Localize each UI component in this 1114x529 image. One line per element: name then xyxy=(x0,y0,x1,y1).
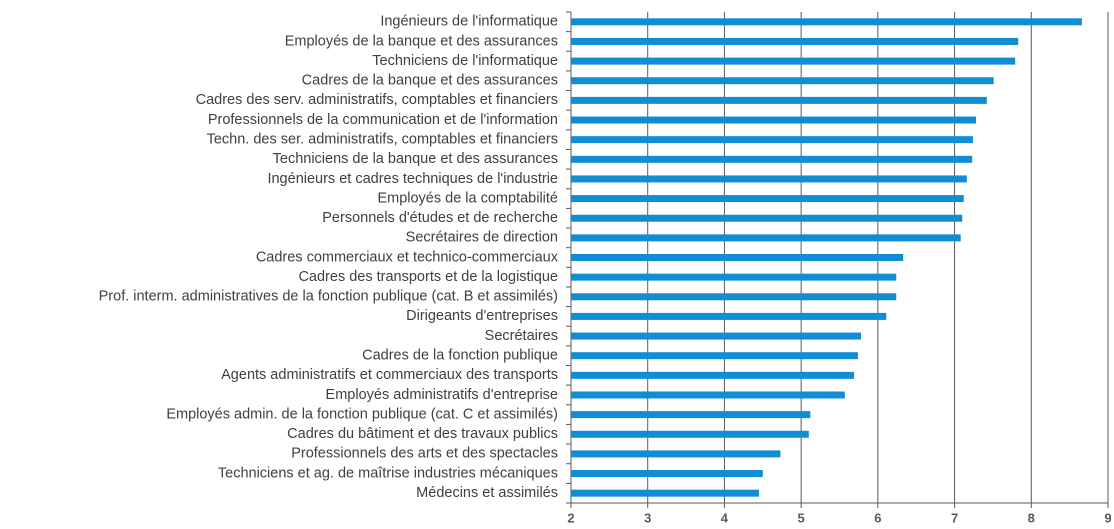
x-tick-label: 3 xyxy=(644,510,651,525)
y-tick-label: Cadres de la fonction publique xyxy=(362,348,558,364)
x-tick-label: 8 xyxy=(1028,510,1035,525)
y-tick-label: Employés administratifs d'entreprise xyxy=(326,387,558,403)
bar xyxy=(571,293,897,301)
x-tick-label: 7 xyxy=(951,510,958,525)
y-tick-label: Techniciens de l'informatique xyxy=(372,53,558,69)
y-tick-label: Techn. des ser. administratifs, comptabl… xyxy=(207,131,558,147)
y-tick-label: Agents administratifs et commerciaux des… xyxy=(221,367,558,383)
y-tick-label: Prof. interm. administratives de la fonc… xyxy=(99,289,558,305)
bar xyxy=(571,312,887,320)
bar xyxy=(571,116,977,124)
y-tick-label: Secrétaires de direction xyxy=(406,230,558,246)
x-tick-label: 9 xyxy=(1104,510,1111,525)
bar xyxy=(571,234,961,242)
x-tick-label: 2 xyxy=(567,510,574,525)
bar xyxy=(571,195,964,203)
bar xyxy=(571,430,809,438)
y-tick-label: Employés de la comptabilité xyxy=(377,190,558,206)
y-tick-label: Personnels d'études et de recherche xyxy=(322,210,558,226)
y-tick-label: Employés de la banque et des assurances xyxy=(285,33,558,49)
bar xyxy=(571,391,845,399)
bar xyxy=(571,371,855,379)
bar xyxy=(571,37,1019,45)
bar xyxy=(571,273,897,281)
bar xyxy=(571,214,963,222)
y-tick-label: Professionnels des arts et des spectacle… xyxy=(291,446,558,462)
bar xyxy=(571,57,1016,65)
bar xyxy=(571,77,994,85)
y-tick-label: Médecins et assimilés xyxy=(416,485,558,501)
x-tick-label: 6 xyxy=(874,510,881,525)
y-tick-label: Ingénieurs de l'informatique xyxy=(380,14,558,30)
y-tick-label: Dirigeants d'entreprises xyxy=(406,308,558,324)
bar xyxy=(571,332,861,340)
bar xyxy=(571,254,904,261)
bar xyxy=(571,96,987,104)
y-tick-label: Employés admin. de la fonction publique … xyxy=(166,406,558,422)
bar xyxy=(571,352,858,360)
bar xyxy=(571,489,759,497)
y-tick-label: Techniciens de la banque et des assuranc… xyxy=(273,151,558,167)
bar xyxy=(571,136,973,144)
y-tick-label: Cadres commerciaux et technico-commercia… xyxy=(256,249,559,265)
bar xyxy=(571,175,967,183)
y-tick-label: Techniciens et ag. de maîtrise industrie… xyxy=(218,465,558,481)
bar xyxy=(571,470,763,478)
x-tick-label: 5 xyxy=(798,510,805,525)
y-tick-label: Cadres des serv. administratifs, comptab… xyxy=(196,92,558,108)
bar xyxy=(571,411,811,419)
bar xyxy=(571,155,973,163)
y-tick-label: Cadres des transports et de la logistiqu… xyxy=(298,269,558,285)
y-tick-label: Cadres du bâtiment et des travaux public… xyxy=(287,426,558,442)
bar xyxy=(571,450,781,458)
x-tick-label: 4 xyxy=(721,510,729,525)
y-tick-label: Cadres de la banque et des assurances xyxy=(302,73,558,89)
y-tick-label: Secrétaires xyxy=(485,328,558,344)
y-tick-label: Ingénieurs et cadres techniques de l'ind… xyxy=(267,171,558,187)
y-tick-label: Professionnels de la communication et de… xyxy=(208,112,558,128)
bar xyxy=(571,18,1082,26)
